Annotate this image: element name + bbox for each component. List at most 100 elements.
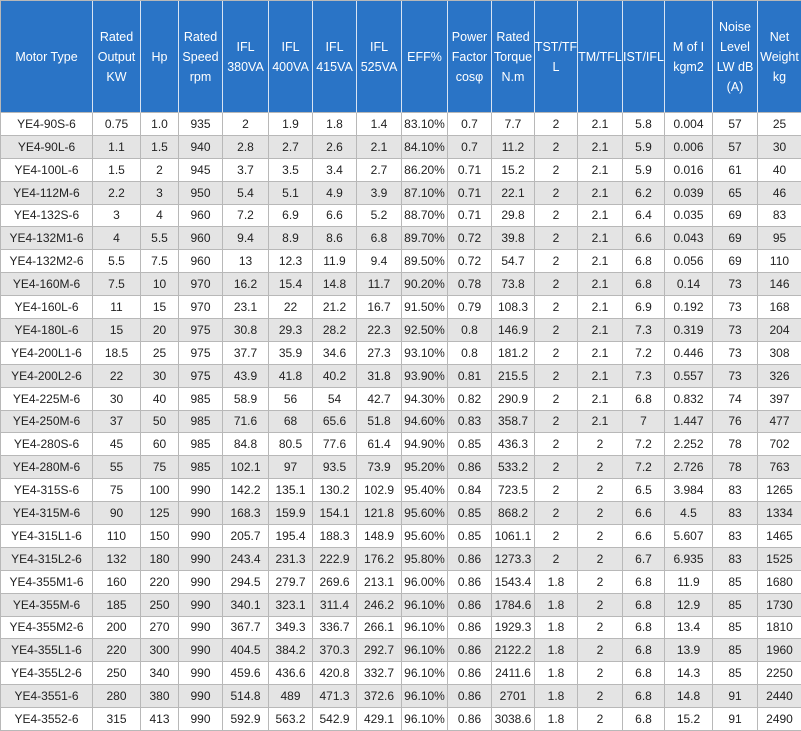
- data-cell: 220: [141, 570, 179, 594]
- header-cell: Noise Level LW dB (A): [713, 1, 758, 113]
- data-cell: 12.9: [665, 593, 713, 617]
- data-cell: 243.4: [223, 547, 269, 571]
- data-cell: 23.1: [223, 296, 269, 319]
- data-cell: 0.71: [448, 181, 492, 205]
- data-cell: 420.8: [313, 662, 357, 686]
- data-cell: 75: [93, 479, 141, 503]
- data-cell: 0.86: [448, 639, 492, 663]
- data-cell: 990: [179, 502, 223, 525]
- data-cell: 471.3: [313, 685, 357, 709]
- motor-type-cell: YE4-355M1-6: [1, 570, 93, 594]
- data-cell: 16.2: [223, 273, 269, 297]
- data-cell: 990: [179, 708, 223, 731]
- data-cell: 990: [179, 616, 223, 640]
- data-cell: 2: [578, 456, 623, 480]
- data-cell: 279.7: [269, 570, 313, 594]
- data-cell: 95.60%: [402, 502, 448, 525]
- data-cell: 95.80%: [402, 547, 448, 571]
- data-cell: 2: [535, 273, 578, 297]
- data-cell: 372.6: [357, 685, 402, 709]
- data-cell: 0.72: [448, 227, 492, 251]
- data-cell: 358.7: [492, 410, 535, 434]
- data-cell: 2: [535, 433, 578, 457]
- header-text: KW: [106, 69, 127, 84]
- data-cell: 0.85: [448, 502, 492, 525]
- data-cell: 292.7: [357, 639, 402, 663]
- data-cell: 11.9: [665, 570, 713, 594]
- data-cell: 0.016: [665, 158, 713, 182]
- data-cell: 12.3: [269, 250, 313, 274]
- data-cell: 370.3: [313, 639, 357, 663]
- data-cell: 78: [713, 456, 758, 480]
- data-cell: 6.6: [313, 204, 357, 228]
- data-cell: 45: [93, 433, 141, 457]
- data-cell: 7.2: [623, 341, 665, 365]
- header-text: rpm: [189, 69, 212, 84]
- data-cell: 270: [141, 616, 179, 640]
- data-cell: 489: [269, 685, 313, 709]
- data-cell: 990: [179, 662, 223, 686]
- data-cell: 5.2: [357, 204, 402, 228]
- data-cell: 3.5: [269, 158, 313, 182]
- data-cell: 6.8: [623, 708, 665, 731]
- data-cell: 96.10%: [402, 616, 448, 640]
- motor-type-cell: YE4-280S-6: [1, 433, 93, 457]
- motor-type-cell: YE4-180L-6: [1, 319, 93, 342]
- data-cell: 159.9: [269, 502, 313, 525]
- data-cell: 96.10%: [402, 708, 448, 731]
- data-cell: 73: [713, 296, 758, 319]
- data-cell: 5.9: [623, 135, 665, 159]
- data-cell: 1810: [758, 617, 801, 640]
- data-cell: 130.2: [313, 479, 357, 503]
- header-cell: Rated Output KW: [93, 1, 141, 113]
- data-cell: 94.60%: [402, 410, 448, 434]
- header-text: Noise: [719, 19, 751, 34]
- header-text: 525VA: [360, 59, 398, 74]
- header-text: Weight: [760, 49, 799, 64]
- data-cell: 6.9: [269, 204, 313, 228]
- data-cell: 246.2: [357, 593, 402, 617]
- data-cell: 93.5: [313, 456, 357, 480]
- data-cell: 436.3: [492, 433, 535, 457]
- data-cell: 2250: [758, 662, 801, 686]
- motor-type-cell: YE4-225M-6: [1, 387, 93, 411]
- data-cell: 9.4: [357, 250, 402, 274]
- data-cell: 1.8: [535, 639, 578, 663]
- data-cell: 0.86: [448, 456, 492, 480]
- data-cell: 77.6: [313, 433, 357, 457]
- motor-type-cell: YE4-132S-6: [1, 204, 93, 228]
- data-cell: 2490: [758, 708, 801, 731]
- data-cell: 397: [758, 388, 801, 411]
- header-text: Output: [97, 49, 136, 64]
- data-cell: 0.832: [665, 387, 713, 411]
- motor-type-cell: YE4-315L1-6: [1, 525, 93, 548]
- data-cell: 990: [179, 593, 223, 617]
- data-cell: 2: [535, 296, 578, 319]
- data-cell: 42.7: [357, 387, 402, 411]
- data-cell: 250: [141, 593, 179, 617]
- header-cell: IST/IFL: [623, 1, 665, 113]
- data-cell: 1.8: [535, 616, 578, 640]
- data-cell: 15.2: [492, 158, 535, 182]
- data-cell: 6.6: [623, 525, 665, 548]
- header-cell: Hp: [141, 1, 179, 113]
- data-cell: 6.8: [623, 250, 665, 274]
- data-cell: 6.8: [623, 387, 665, 411]
- data-cell: 0.71: [448, 204, 492, 228]
- header-cell: Net Weight kg: [758, 1, 801, 113]
- data-cell: 533.2: [492, 456, 535, 480]
- data-cell: 50: [141, 410, 179, 434]
- data-cell: 7.5: [141, 250, 179, 274]
- data-cell: 945: [179, 158, 223, 182]
- data-cell: 1.5: [141, 135, 179, 159]
- data-cell: 0.72: [448, 250, 492, 274]
- data-cell: 3.9: [357, 181, 402, 205]
- data-cell: 975: [179, 341, 223, 365]
- data-cell: 185: [93, 593, 141, 617]
- data-cell: 76: [713, 410, 758, 434]
- data-cell: 73: [713, 364, 758, 388]
- data-cell: 3: [93, 204, 141, 228]
- data-cell: 763: [758, 456, 801, 480]
- data-cell: 0.14: [665, 273, 713, 297]
- data-cell: 5.4: [223, 181, 269, 205]
